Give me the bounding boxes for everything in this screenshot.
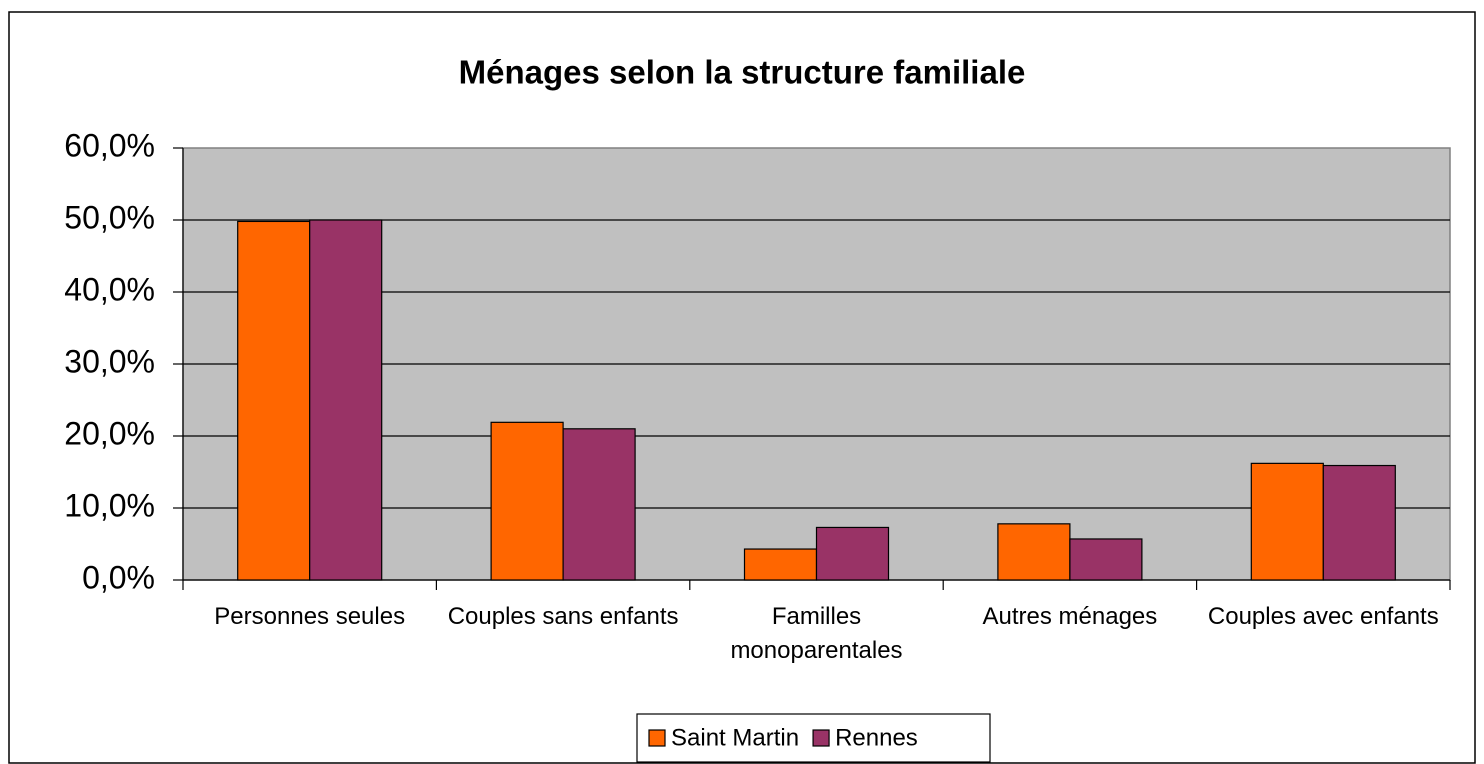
y-tick-label: 10,0%	[64, 487, 155, 523]
bar	[309, 219, 383, 581]
x-tick-label: Couples sans enfants	[447, 603, 679, 630]
bar	[1250, 462, 1324, 581]
y-tick-label: 40,0%	[64, 271, 155, 307]
bar	[743, 548, 818, 581]
y-tick-label: 20,0%	[64, 415, 155, 451]
x-tick-label: Personnes seules	[214, 603, 406, 630]
bar	[490, 421, 564, 581]
y-tick-label: 30,0%	[64, 343, 155, 379]
y-tick-label: 0,0%	[82, 559, 155, 595]
legend-label: Saint Martin	[671, 724, 799, 751]
x-tick-label: Autres ménages	[982, 603, 1158, 630]
legend-swatch	[812, 729, 830, 747]
bar	[1069, 538, 1143, 581]
bar	[997, 523, 1071, 581]
x-tick-label: Couples avec enfants	[1207, 603, 1439, 630]
legend-swatch	[648, 729, 666, 747]
y-tick-label: 50,0%	[64, 199, 155, 235]
bar	[1322, 464, 1396, 581]
x-tick-label: Familles monoparentales	[730, 603, 903, 664]
y-tick-label: 60,0%	[64, 127, 155, 163]
legend-label: Rennes	[835, 724, 918, 751]
bar	[562, 428, 636, 581]
bar	[815, 526, 890, 581]
chart-title: Ménages selon la structure familiale	[459, 54, 1026, 91]
bar	[237, 220, 311, 581]
